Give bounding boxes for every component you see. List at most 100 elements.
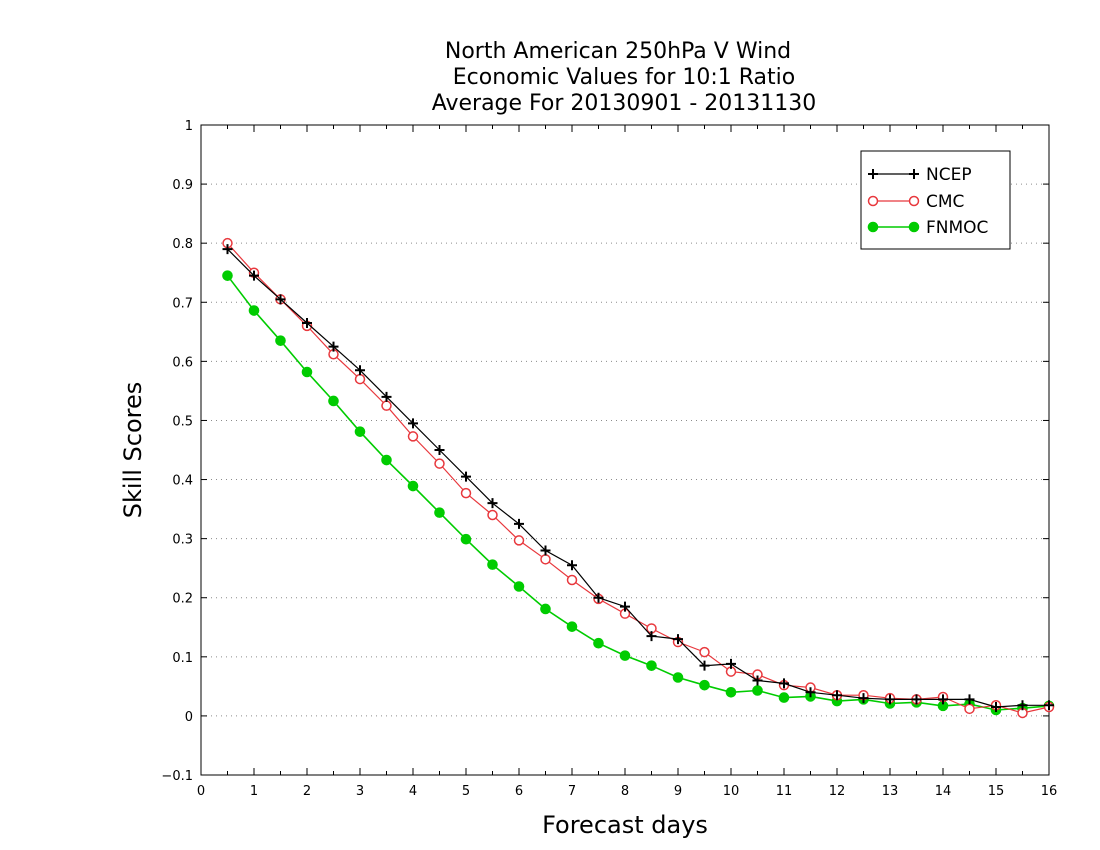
data-point-ncep [964,694,975,705]
legend-marker-ncep [909,169,919,179]
data-point-cmc [381,400,392,411]
x-tick-label: 9 [674,784,682,799]
data-point-ncep [1017,700,1028,711]
data-point-fnmoc [619,650,631,661]
x-tick-label: 11 [776,784,793,799]
data-point-ncep [832,690,842,701]
data-point-fnmoc [752,685,763,696]
data-point-fnmoc [407,480,419,492]
chart-title: North American 250hPa V Wind Economic Va… [432,39,817,116]
legend-marker-cmc [867,195,879,207]
data-point-ncep [911,694,922,705]
y-tick-label: 0.4 [172,474,193,489]
data-point-fnmoc [540,603,551,615]
series-line-fnmoc [226,275,1050,711]
data-point-ncep [540,545,551,556]
x-tick-label: 2 [303,784,311,799]
y-tick-label: 0.9 [172,178,193,193]
data-point-ncep [461,471,471,482]
data-point-ncep [779,678,789,689]
y-tick-label: 0.8 [172,237,193,252]
data-point-cmc [407,431,419,442]
x-tick-label: 0 [197,784,205,799]
data-point-fnmoc [381,454,392,466]
data-point-ncep [487,498,498,509]
data-point-ncep [249,270,259,281]
x-tick-label: 10 [723,784,740,799]
series-ncep [222,244,1054,713]
legend: NCEP CMC FNMOC [860,150,1011,250]
data-point-cmc [964,703,975,715]
data-point-ncep [593,592,604,603]
data-point-ncep [858,693,869,704]
y-tick-label: 1 [185,119,193,134]
data-point-ncep [434,445,445,455]
data-point-ncep [805,687,816,698]
data-point-fnmoc [672,672,684,683]
x-tick-label: 6 [515,784,523,799]
data-point-fnmoc [434,507,445,518]
x-tick-label: 14 [935,784,952,799]
x-tick-label: 3 [356,784,364,799]
legend-marker-fnmoc [867,221,879,233]
x-axis-label: Forecast days [542,811,708,839]
data-point-ncep [646,631,657,642]
x-tick-label: 13 [882,784,899,799]
data-point-fnmoc [222,270,233,281]
data-point-fnmoc [248,305,260,316]
data-point-fnmoc [328,395,339,407]
y-tick-label: −0.1 [161,769,193,784]
data-point-cmc [513,535,525,546]
data-point-cmc [699,646,710,658]
data-point-ncep [726,658,736,669]
data-point-fnmoc [646,660,657,671]
gridlines [201,183,1049,717]
x-tick-label: 5 [462,784,470,799]
x-tick-label: 4 [409,784,417,799]
legend-marker-cmc [908,195,920,207]
x-tick-label: 7 [568,784,576,799]
data-point-fnmoc [725,686,737,698]
data-point-fnmoc [460,533,472,545]
y-tick-label: 0.3 [172,533,193,548]
y-axis-label: Skill Scores [119,382,147,519]
series-layer [222,237,1055,719]
data-point-fnmoc [354,426,366,437]
data-point-cmc [540,554,551,565]
data-point-ncep [381,391,392,402]
data-point-ncep [938,694,948,705]
x-tick-label: 1 [250,784,258,799]
data-point-fnmoc [566,621,578,632]
data-point-ncep [328,341,339,352]
data-point-fnmoc [275,335,286,346]
data-point-cmc [487,509,498,521]
data-point-fnmoc [699,679,710,691]
axis-ticks: −0.100.10.20.30.40.50.60.70.80.910 1 2 3 4 5 6… [161,119,1057,799]
y-tick-label: 0.1 [172,651,193,666]
data-point-fnmoc [513,581,525,592]
data-point-ncep [302,317,312,328]
data-point-fnmoc [487,559,498,570]
data-point-ncep [408,418,418,429]
data-point-cmc [354,373,366,385]
series-line-cmc [227,242,1050,714]
data-point-ncep [355,365,365,376]
x-tick-label: 16 [1041,784,1058,799]
data-point-ncep [567,560,577,571]
series-cmc [222,237,1055,719]
data-point-ncep [885,694,895,705]
data-point-ncep [699,660,710,671]
chart-title-line-2: Economic Values for 10:1 Ratio [453,65,795,90]
legend-marker-ncep [868,169,878,179]
data-point-ncep [275,294,286,305]
data-point-ncep [620,601,630,612]
x-tick-label: 8 [621,784,629,799]
x-tick-label: 12 [829,784,846,799]
legend-label-ncep: NCEP [926,165,972,185]
series-line-ncep [227,248,1049,708]
data-point-fnmoc [593,637,604,649]
data-point-ncep [1044,700,1054,711]
data-point-ncep [991,702,1001,713]
data-point-ncep [673,634,683,645]
data-point-cmc [434,458,445,469]
